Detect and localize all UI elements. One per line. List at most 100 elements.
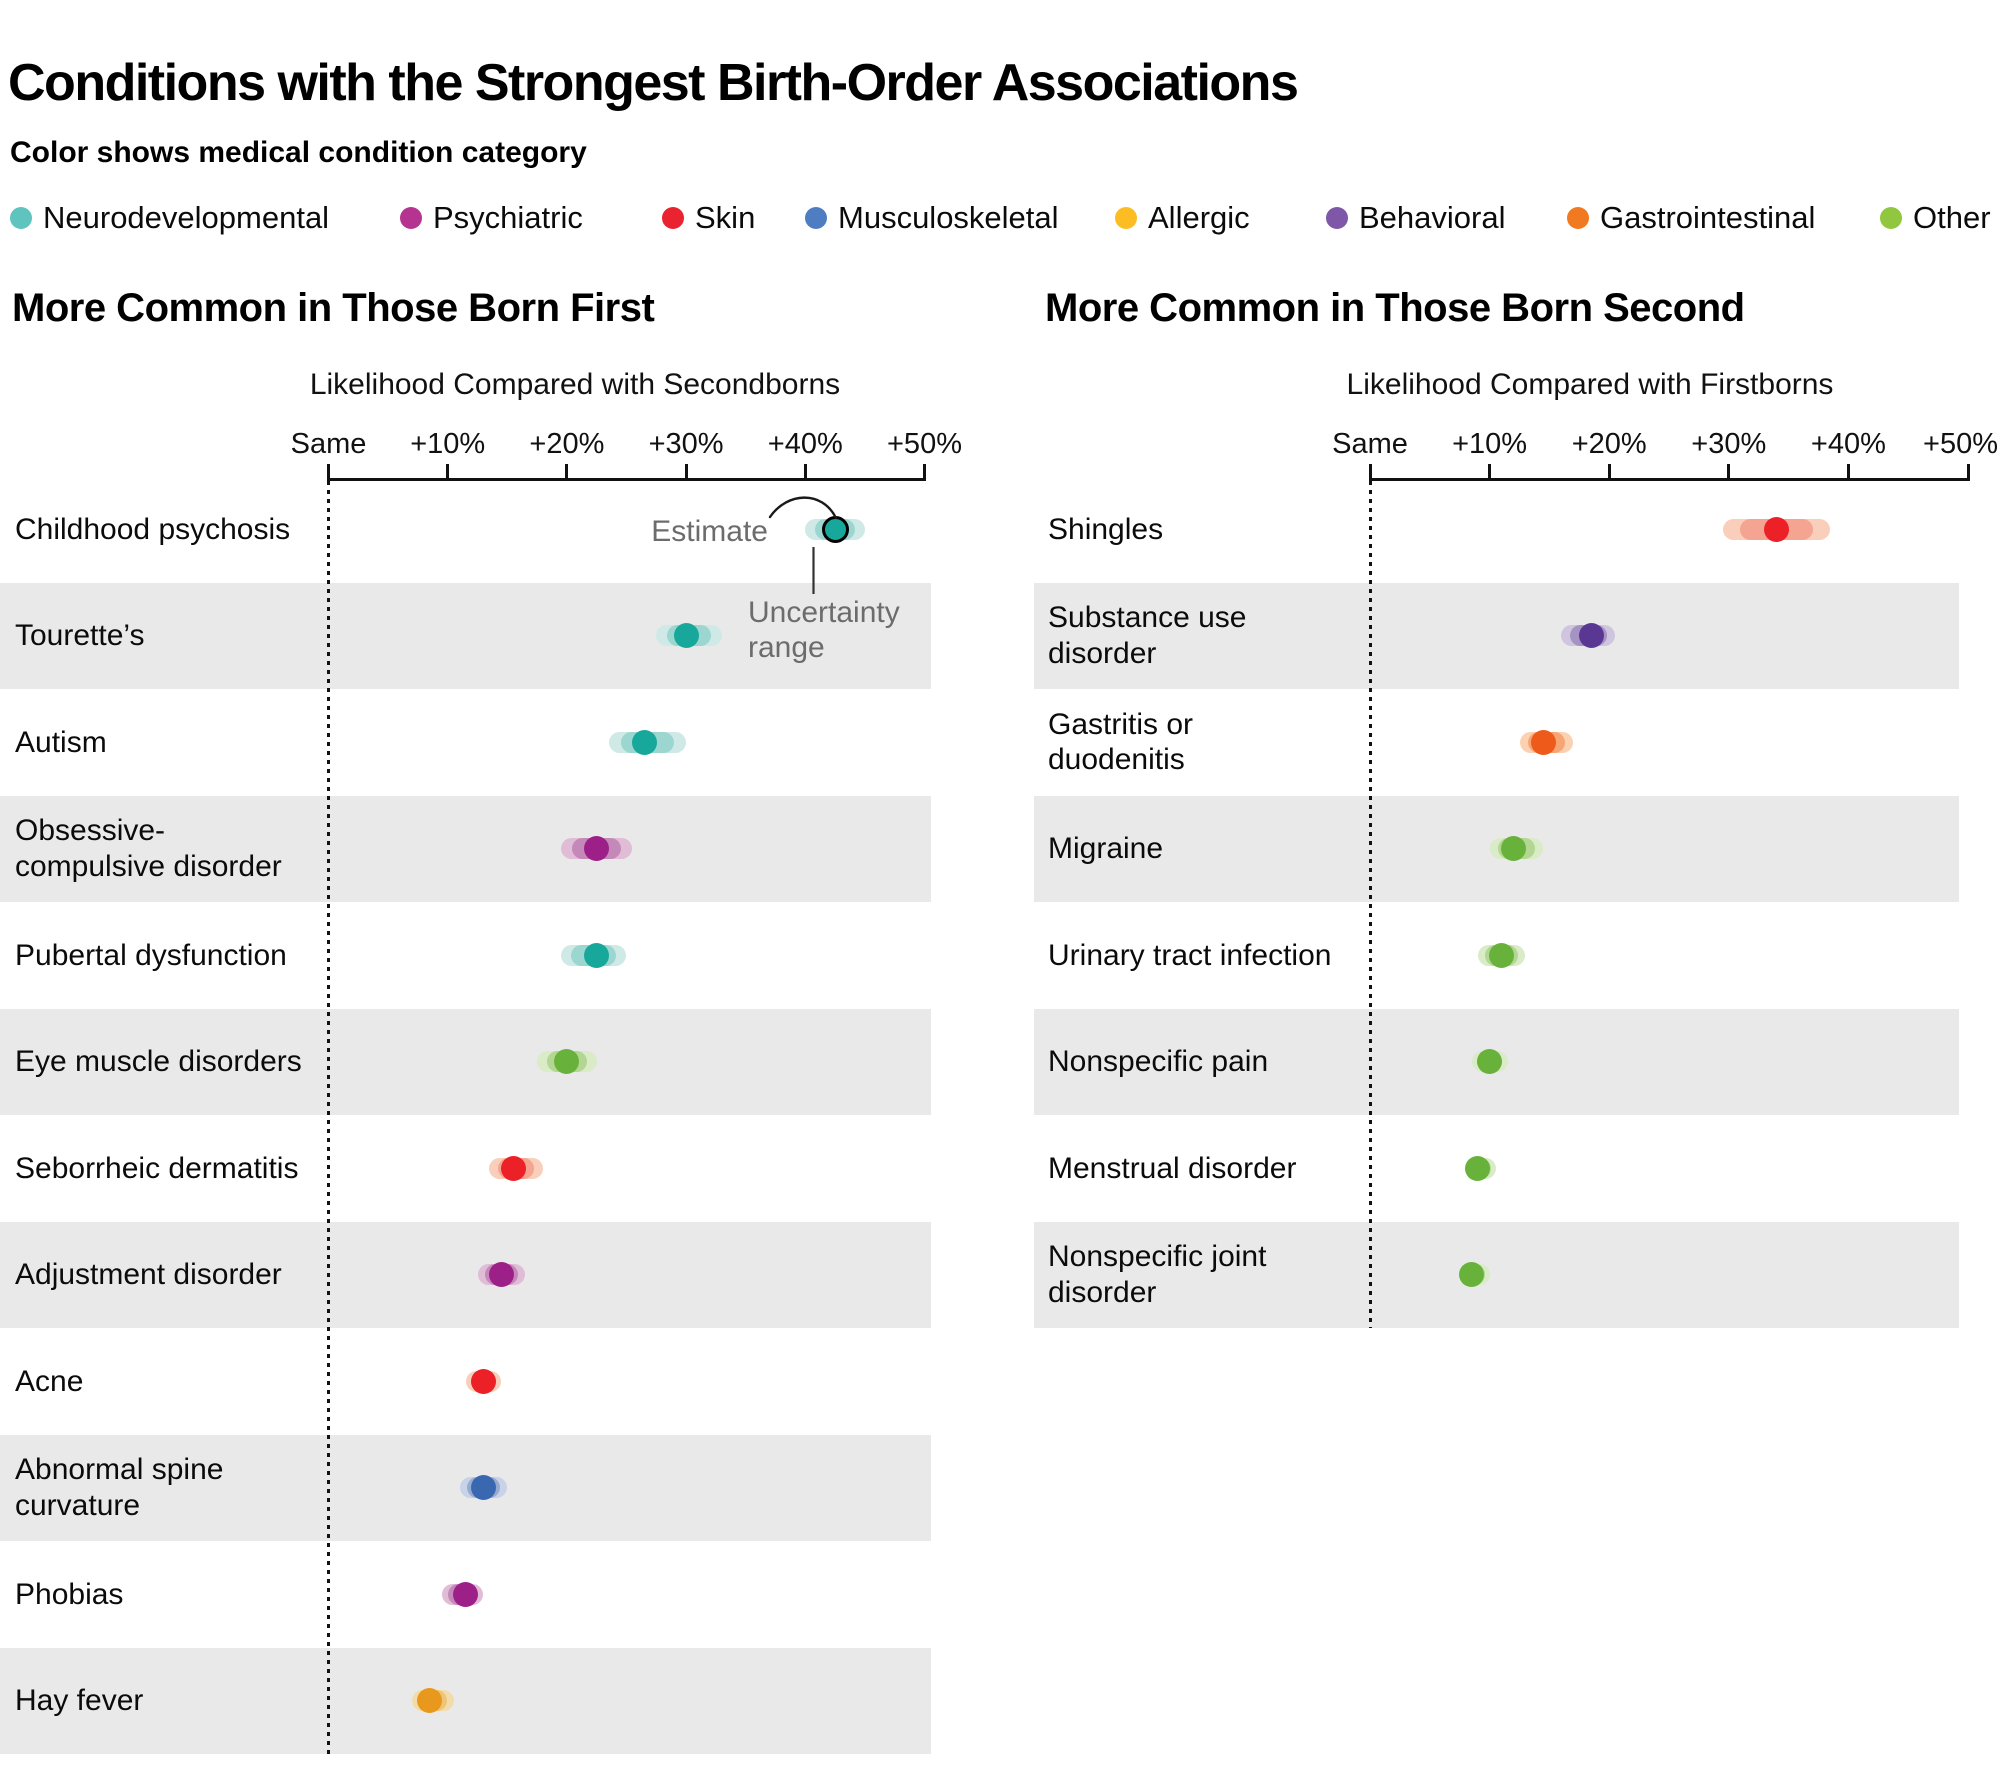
axis-tick	[1727, 464, 1731, 478]
page-title: Conditions with the Strongest Birth-Orde…	[8, 53, 1299, 112]
condition-label: Childhood psychosis	[15, 512, 291, 546]
axis-baseline	[1368, 478, 1970, 481]
legend-item-allergic: Allergic	[1115, 196, 1250, 240]
estimate-dot	[470, 1475, 496, 1501]
axis-tick-label: +30%	[1691, 428, 1767, 460]
category-dot-icon	[400, 207, 422, 229]
condition-label: Seborrheic dermatitis	[15, 1151, 299, 1185]
condition-label: Nonspecific joint disorder	[1048, 1240, 1267, 1309]
estimate-dot	[1465, 1155, 1491, 1181]
axis-tick	[1368, 464, 1372, 478]
estimate-dot	[500, 1155, 526, 1181]
estimate-dot	[584, 836, 610, 862]
condition-label: Migraine	[1048, 832, 1164, 866]
legend-label: Behavioral	[1359, 200, 1506, 235]
axis-tick	[803, 464, 807, 478]
estimate-arrow-curve	[768, 496, 838, 520]
estimate-dot	[470, 1368, 496, 1394]
estimate-dot	[453, 1581, 479, 1607]
category-dot-icon	[10, 207, 32, 229]
estimate-annotation-label: Estimate	[651, 515, 768, 548]
condition-label: Urinary tract infection	[1048, 938, 1332, 972]
condition-label: Tourette’s	[15, 619, 145, 653]
estimate-dot	[1530, 729, 1556, 755]
condition-label: Autism	[15, 725, 107, 759]
axis-tick	[923, 464, 926, 478]
axis-tick-label: Same	[290, 428, 367, 460]
condition-label: Shingles	[1048, 512, 1164, 546]
estimate-dot	[584, 942, 610, 968]
legend-item-gastrointestinal: Gastrointestinal	[1567, 196, 1815, 240]
condition-label: Nonspecific pain	[1048, 1045, 1269, 1079]
row-stripe	[0, 1221, 931, 1328]
panel-header-born-first: More Common in Those Born First	[12, 286, 655, 330]
axis-tick-label: +40%	[767, 428, 843, 460]
legend-label: Neurodevelopmental	[43, 200, 330, 235]
legend-item-other: Other	[1880, 196, 1991, 240]
axis-tick-label: +20%	[1571, 428, 1647, 460]
estimate-dot	[488, 1262, 514, 1288]
legend-label: Allergic	[1148, 200, 1250, 235]
axis-tick-label: +30%	[648, 428, 724, 460]
condition-label: Substance use disorder	[1048, 601, 1247, 670]
row-stripe	[0, 1647, 931, 1754]
category-dot-icon	[1326, 207, 1348, 229]
panel-header-born-second: More Common in Those Born Second	[1045, 286, 1745, 330]
estimate-dot	[631, 729, 657, 755]
legend-label: Other	[1913, 200, 1991, 235]
row-stripe	[0, 1008, 931, 1115]
condition-label: Menstrual disorder	[1048, 1151, 1297, 1185]
same-guideline	[327, 481, 330, 1754]
row-stripe	[1034, 1221, 1959, 1328]
legend-heading: Color shows medical condition category	[10, 136, 587, 169]
axis-tick	[1966, 464, 1970, 478]
legend-item-neurodevelopmental: Neurodevelopmental	[10, 196, 329, 240]
row-stripe	[0, 582, 931, 689]
row-stripe	[0, 795, 931, 902]
condition-label: Obsessive- compulsive disorder	[15, 814, 282, 883]
category-dot-icon	[805, 207, 827, 229]
same-guideline	[1369, 481, 1372, 1328]
legend-item-musculoskeletal: Musculoskeletal	[805, 196, 1059, 240]
estimate-dot	[1477, 1049, 1503, 1075]
legend-label: Musculoskeletal	[838, 200, 1059, 235]
legend-item-skin: Skin	[662, 196, 755, 240]
axis-tick-label: +10%	[1452, 428, 1528, 460]
axis-tick	[446, 464, 450, 478]
condition-label: Phobias	[15, 1577, 124, 1611]
legend-label: Gastrointestinal	[1600, 200, 1816, 235]
category-dot-icon	[1567, 207, 1589, 229]
condition-label: Adjustment disorder	[15, 1258, 282, 1292]
axis-tick	[1846, 464, 1850, 478]
axis-tick-label: +50%	[887, 428, 962, 460]
axis-tick	[565, 464, 569, 478]
estimate-dot	[554, 1049, 580, 1075]
condition-label: Hay fever	[15, 1684, 144, 1718]
axis-tick-label: Same	[1332, 428, 1408, 460]
estimate-dot	[1489, 942, 1515, 968]
category-legend: Neurodevelopmental Psychiatric Skin Musc…	[0, 196, 2000, 240]
estimate-dot	[673, 623, 699, 649]
legend-item-psychiatric: Psychiatric	[400, 196, 583, 240]
condition-label: Eye muscle disorders	[15, 1045, 302, 1079]
category-dot-icon	[1115, 207, 1137, 229]
axis-title-left: Likelihood Compared with Secondborns	[309, 368, 841, 401]
row-stripe	[1034, 582, 1959, 689]
estimate-dot	[821, 515, 849, 543]
axis-tick-label: +50%	[1923, 428, 1998, 460]
uncertainty-annotation-label: Uncertainty range	[748, 596, 900, 664]
axis-title-right: Likelihood Compared with Firstborns	[1346, 368, 1834, 401]
axis-tick-label: +40%	[1810, 428, 1886, 460]
condition-label: Acne	[15, 1364, 84, 1398]
axis-tick-label: +10%	[410, 428, 486, 460]
condition-label: Abnormal spine curvature	[15, 1453, 224, 1522]
condition-label: Pubertal dysfunction	[15, 938, 287, 972]
axis-tick	[1488, 464, 1492, 478]
axis-tick-label: +20%	[529, 428, 605, 460]
axis-tick	[327, 464, 330, 478]
condition-label: Gastritis or duodenitis	[1048, 707, 1194, 777]
estimate-dot	[1459, 1262, 1485, 1288]
legend-label: Psychiatric	[433, 200, 583, 235]
axis-tick	[1607, 464, 1611, 478]
